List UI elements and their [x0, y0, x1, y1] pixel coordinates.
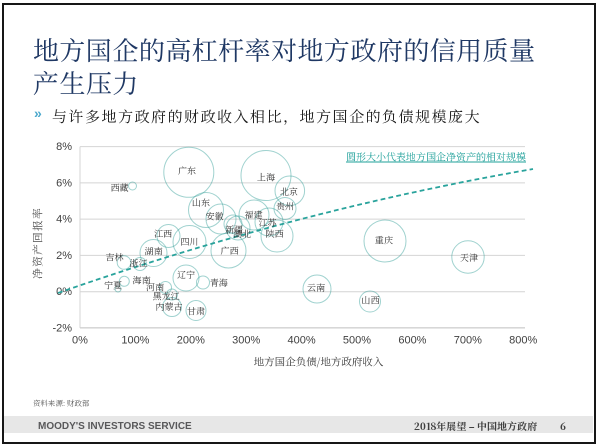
svg-text:宁夏: 宁夏 — [104, 279, 122, 292]
svg-text:贵州: 贵州 — [276, 200, 294, 213]
svg-text:湖南: 湖南 — [144, 245, 162, 258]
svg-text:吉林: 吉林 — [105, 251, 124, 264]
svg-text:500%: 500% — [343, 334, 371, 346]
svg-text:浙江: 浙江 — [129, 257, 147, 270]
svg-text:海南: 海南 — [132, 274, 150, 287]
svg-text:地方国企负债/地方政府收入: 地方国企负债/地方政府收入 — [254, 355, 384, 370]
svg-text:北京: 北京 — [280, 185, 298, 198]
svg-text:安徽: 安徽 — [205, 210, 223, 223]
svg-text:300%: 300% — [232, 334, 260, 346]
svg-text:2%: 2% — [56, 250, 72, 262]
svg-text:4%: 4% — [56, 214, 72, 226]
svg-text:8%: 8% — [56, 141, 72, 153]
svg-text:上海: 上海 — [257, 171, 276, 184]
svg-text:西藏: 西藏 — [110, 181, 128, 194]
svg-text:净资产回报率: 净资产回报率 — [31, 207, 46, 279]
svg-text:江西: 江西 — [154, 227, 172, 240]
svg-text:青海: 青海 — [210, 276, 229, 289]
svg-text:200%: 200% — [177, 334, 205, 346]
svg-text:四川: 四川 — [180, 235, 198, 248]
svg-text:福建: 福建 — [244, 208, 263, 221]
svg-text:甘肃: 甘肃 — [187, 305, 205, 318]
svg-text:100%: 100% — [121, 334, 149, 346]
svg-text:山东: 山东 — [192, 196, 210, 209]
svg-text:700%: 700% — [454, 334, 482, 346]
svg-text:圆形大小代表地方国企净资产的相对规模: 圆形大小代表地方国企净资产的相对规模 — [346, 149, 527, 164]
svg-text:广东: 广东 — [178, 164, 196, 177]
svg-text:天津: 天津 — [460, 251, 479, 264]
svg-text:河南: 河南 — [146, 281, 164, 294]
svg-text:陕西: 陕西 — [265, 227, 283, 240]
svg-text:6%: 6% — [56, 177, 72, 189]
svg-text:新疆: 新疆 — [225, 223, 243, 236]
svg-text:800%: 800% — [509, 334, 537, 346]
svg-text:内蒙古: 内蒙古 — [155, 300, 183, 313]
svg-text:-2%: -2% — [52, 323, 72, 335]
svg-text:江苏: 江苏 — [258, 216, 276, 229]
svg-text:0%: 0% — [72, 334, 88, 346]
svg-text:重庆: 重庆 — [375, 234, 394, 247]
svg-text:广西: 广西 — [220, 244, 238, 257]
svg-text:400%: 400% — [288, 334, 316, 346]
svg-text:山西: 山西 — [361, 294, 379, 307]
svg-text:云南: 云南 — [307, 281, 325, 294]
svg-text:黑龙江: 黑龙江 — [152, 290, 179, 303]
svg-text:600%: 600% — [398, 334, 426, 346]
svg-text:辽宁: 辽宁 — [177, 268, 195, 281]
svg-text:湖北: 湖北 — [233, 227, 251, 240]
